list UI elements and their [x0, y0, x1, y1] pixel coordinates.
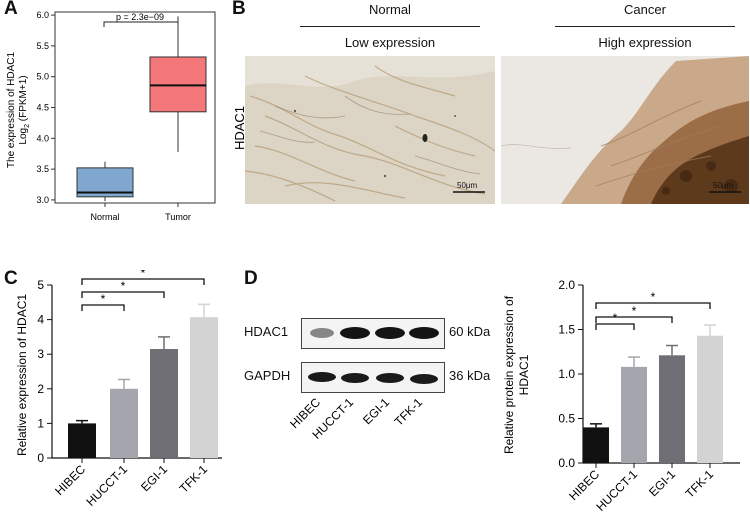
scale-bar-cancer: 50μm	[713, 181, 734, 190]
panel-a-ytick-label: 3.5	[36, 164, 49, 174]
panel-letter-a: A	[4, 0, 18, 19]
significance-bracket	[595, 323, 635, 330]
panel-a-ytick-label: 4.5	[36, 103, 49, 113]
panel-a-xtick-label: Normal	[90, 212, 119, 222]
xtick-label: HIBEC	[52, 462, 88, 498]
panel-a-pvalue: p = 2.3e−09	[116, 12, 164, 22]
svg-text:HDAC1: HDAC1	[232, 106, 247, 150]
panel-d-barchart: Relative protein expression of HDAC1 0.0…	[502, 278, 740, 514]
significance-star: *	[121, 279, 126, 293]
significance-star: *	[613, 311, 618, 325]
ytick-label: 2.0	[558, 278, 575, 292]
ytick-label: 0	[37, 451, 44, 465]
xtick-label: HUCCT-1	[83, 462, 130, 509]
ytick-label: 1.0	[558, 367, 575, 381]
blot-kda-hdac1: 60 kDa	[449, 324, 491, 339]
panel-a-ylabel-line1: The expression of HDAC1	[6, 51, 17, 168]
panel-a-ytick-label: 5.5	[36, 41, 49, 51]
significance-star: *	[651, 290, 656, 304]
scale-bar-normal: 50μm	[457, 181, 478, 190]
panel-b-sub-cancer: High expression	[598, 35, 692, 50]
bar-hibec	[583, 427, 609, 463]
panel-c-ylabel: Relative expression of HDAC1	[15, 294, 29, 456]
xtick-label: EGI-1	[138, 462, 170, 494]
significance-bracket	[81, 304, 125, 311]
panel-b-sub-normal: Low expression	[344, 35, 436, 50]
ytick-label: 4	[37, 313, 44, 327]
micrograph-normal: 50μm	[245, 56, 495, 204]
bar-tfk-1	[190, 317, 218, 458]
ytick-label: 1	[37, 416, 44, 430]
ytick-label: 2	[37, 382, 44, 396]
panel-b-col-cancer: Cancer	[624, 2, 666, 17]
panel-d-ylabel-line2: HDAC1	[517, 354, 531, 395]
micrograph-cancer: 50μm	[501, 56, 749, 204]
panel-d-ylabel-line1: Relative protein expression of	[502, 295, 516, 454]
panel-a-ytick-label: 4.0	[36, 133, 49, 143]
significance-star: *	[141, 270, 146, 280]
blot-lane-label: TFK-1	[392, 395, 426, 429]
ytick-label: 0.0	[558, 456, 575, 470]
bar-tfk-1	[697, 335, 723, 463]
blot-lane-label: EGI-1	[360, 395, 392, 427]
blot-kda-gapdh: 36 kDa	[449, 368, 491, 383]
xtick-label: TFK-1	[177, 462, 211, 496]
panel-a-ylabel-line2: Log2 (FPKM+1)	[18, 75, 31, 144]
panel-letter-c: C	[4, 268, 18, 289]
ytick-label: 1.5	[558, 323, 575, 337]
ytick-label: 3	[37, 347, 44, 361]
xtick-label: HIBEC	[566, 467, 602, 503]
panel-a-ytick-label: 5.0	[36, 72, 49, 82]
significance-bracket	[81, 291, 165, 298]
panel-c-barchart: Relative expression of HDAC1 0 1 2 3 4 5 HIBEC…	[15, 270, 222, 509]
significance-bracket	[81, 278, 205, 285]
panel-letter-d: D	[244, 268, 258, 289]
panel-letter-b: B	[232, 0, 246, 19]
blot-label-gapdh: GAPDH	[244, 368, 291, 383]
blot-label-hdac1: HDAC1	[244, 324, 289, 339]
panel-a-xtick-label: Tumor	[165, 212, 191, 222]
panel-a-pvalue-bracket	[103, 21, 179, 27]
bar-egi-1	[150, 349, 178, 458]
ytick-label: 5	[37, 278, 44, 292]
significance-star: *	[632, 304, 637, 318]
panel-b-row-label: HDAC1	[232, 106, 247, 150]
blot-hdac1	[301, 318, 445, 349]
xtick-label: HUCCT-1	[593, 467, 640, 514]
panel-b-divider-normal	[300, 26, 480, 27]
significance-star: *	[101, 292, 106, 306]
ytick-label: 0.5	[558, 412, 575, 426]
bar-egi-1	[659, 355, 685, 463]
panel-b-col-normal: Normal	[369, 2, 411, 17]
bar-hucct-1	[621, 366, 647, 463]
significance-bracket	[595, 302, 711, 309]
panel-a-ytick-label: 3.0	[36, 195, 49, 205]
xtick-label: TFK-1	[683, 467, 717, 501]
bar-hibec	[68, 423, 96, 458]
significance-bracket	[595, 316, 673, 323]
bar-hucct-1	[110, 388, 138, 458]
panel-b-divider-cancer	[555, 26, 735, 27]
panel-a-boxplot: The expression of HDAC1 Log2 (FPKM+1) p …	[6, 10, 216, 222]
blot-gapdh	[301, 362, 445, 393]
panel-a-ytick-label: 6.0	[36, 10, 49, 20]
xtick-label: EGI-1	[646, 467, 678, 499]
